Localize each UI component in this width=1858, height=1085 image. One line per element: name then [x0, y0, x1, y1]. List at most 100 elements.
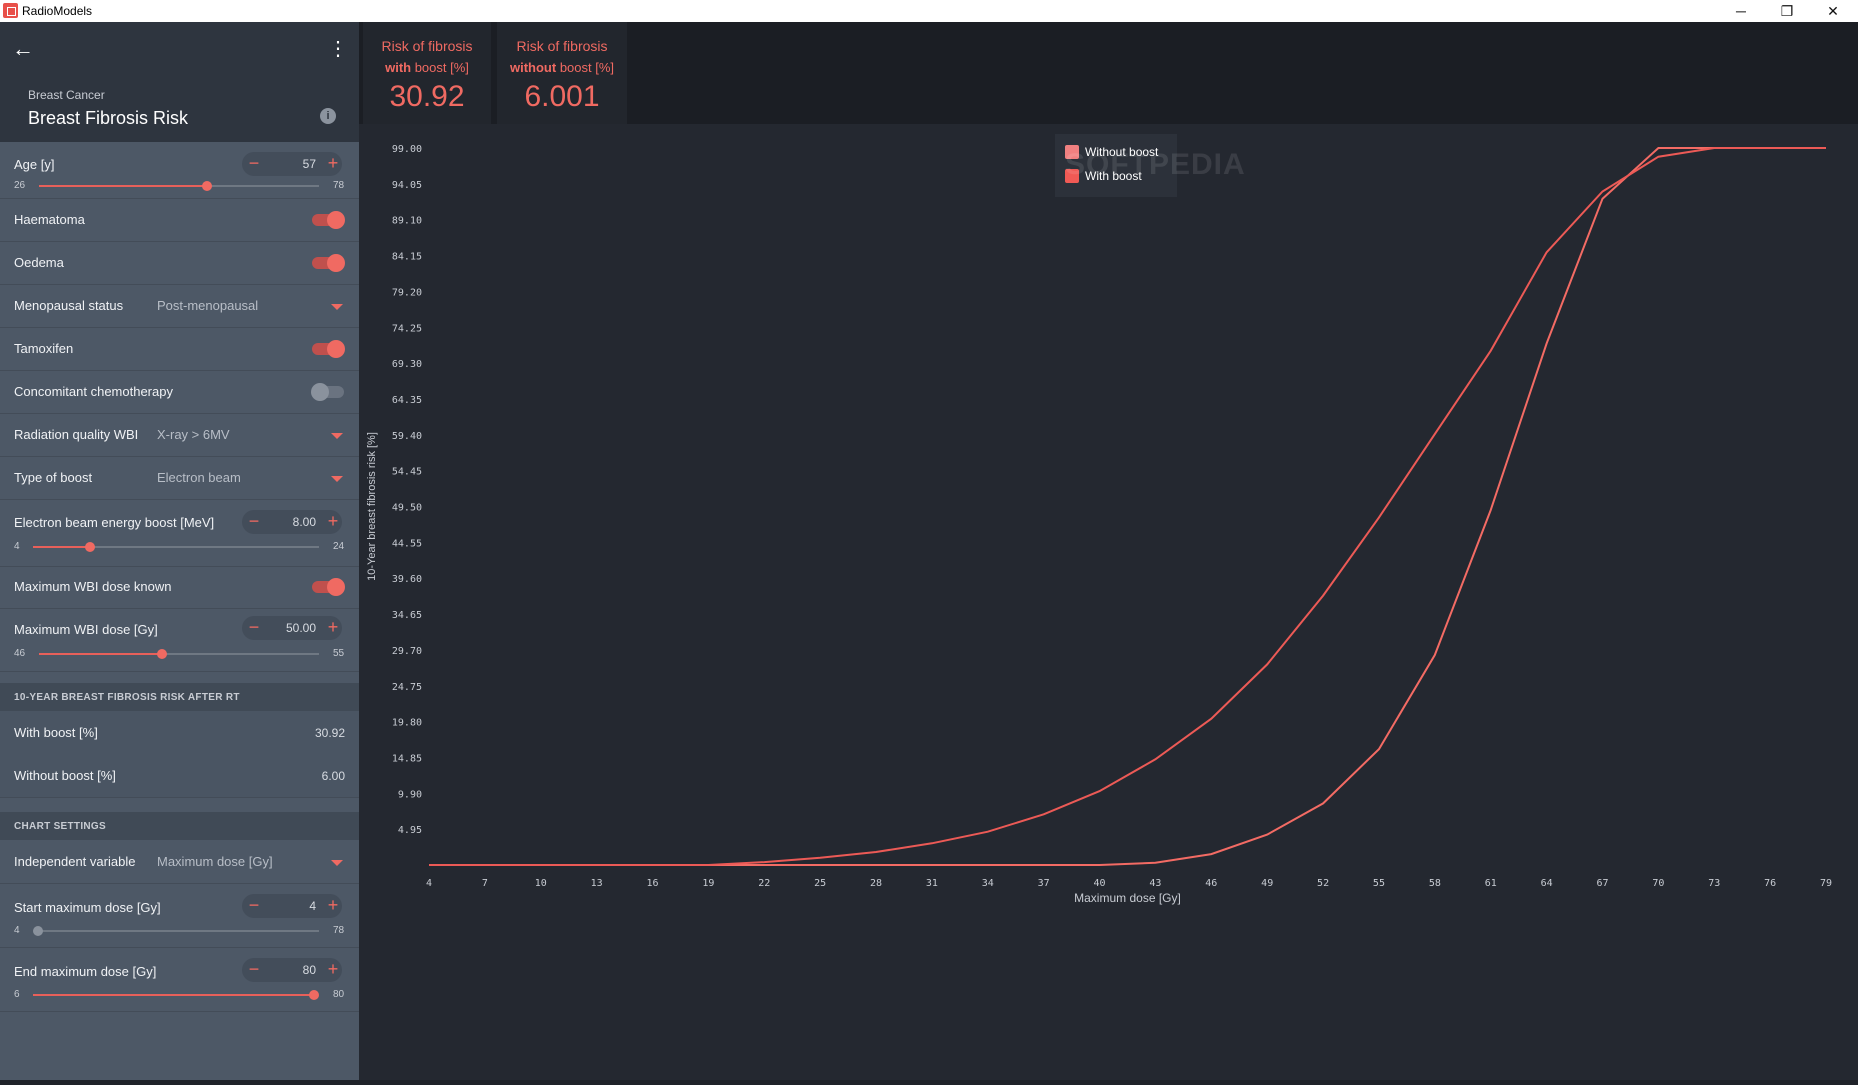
independent-variable-row[interactable]: Independent variable Maximum dose [Gy]: [0, 840, 359, 884]
start-dose-slider-thumb[interactable]: [33, 926, 43, 936]
card-without-boost-title: Risk of fibrosis: [516, 38, 608, 54]
x-tick-label: 43: [1149, 878, 1161, 889]
age-slider[interactable]: [39, 181, 319, 191]
tamoxifen-toggle[interactable]: [312, 340, 345, 358]
risk-chart: 99.00 94.05 89.10 84.15 79.20 74.25 69.30 64.35…: [366, 144, 1832, 905]
oedema-toggle[interactable]: [312, 254, 345, 272]
end-dose-control: End maximum dose [Gy] − 80 + 6 80: [0, 947, 359, 1012]
max-wbi-known-toggle[interactable]: [312, 578, 345, 596]
chart-area: 99.00 94.05 89.10 84.15 79.20 74.25 69.30 64.35…: [359, 124, 1858, 1080]
close-button[interactable]: ✕: [1827, 2, 1839, 19]
chevron-down-icon[interactable]: [331, 476, 343, 482]
chevron-down-icon[interactable]: [331, 860, 343, 866]
age-value[interactable]: 57: [302, 157, 316, 171]
age-label: Age [y]: [14, 157, 55, 172]
boost-type-row[interactable]: Type of boost Electron beam: [0, 456, 359, 500]
x-tick-label: 64: [1541, 878, 1553, 889]
max-wbi-dose-increment-button[interactable]: +: [327, 617, 339, 637]
y-tick-label: 4.95: [398, 825, 422, 836]
card-with-boost: Risk of fibrosis with boost [%] 30.92: [363, 22, 491, 124]
end-dose-increment-button[interactable]: +: [327, 959, 339, 979]
card-without-boost: Risk of fibrosis without boost [%] 6.001: [497, 22, 627, 124]
max-wbi-known-label: Maximum WBI dose known: [14, 579, 172, 594]
max-wbi-dose-decrement-button[interactable]: −: [248, 617, 260, 637]
age-increment-button[interactable]: +: [327, 153, 339, 173]
restore-button[interactable]: ❐: [1780, 2, 1794, 19]
start-dose-stepper[interactable]: − 4 +: [242, 894, 342, 918]
start-dose-value[interactable]: 4: [309, 899, 316, 913]
start-dose-slider[interactable]: [33, 926, 319, 936]
x-tick-label: 13: [591, 878, 603, 889]
electron-energy-decrement-button[interactable]: −: [248, 511, 260, 531]
tamoxifen-row: Tamoxifen: [0, 327, 359, 371]
x-tick-label: 34: [982, 878, 994, 889]
haematoma-toggle[interactable]: [312, 211, 345, 229]
x-tick-label: 46: [1205, 878, 1217, 889]
electron-energy-label: Electron beam energy boost [MeV]: [14, 515, 215, 530]
x-tick-label: 25: [814, 878, 826, 889]
max-wbi-dose-value[interactable]: 50.00: [285, 621, 316, 635]
age-decrement-button[interactable]: −: [248, 153, 260, 173]
y-tick-label: 29.70: [392, 646, 422, 657]
max-wbi-known-row: Maximum WBI dose known: [0, 566, 359, 609]
end-dose-slider-thumb[interactable]: [309, 990, 319, 1000]
start-dose-increment-button[interactable]: +: [327, 895, 339, 915]
start-dose-min: 4: [14, 925, 20, 936]
y-axis-label: 10-Year breast fibrosis risk [%]: [366, 432, 378, 581]
max-wbi-dose-stepper[interactable]: − 50.00 +: [242, 616, 342, 640]
x-tick-label: 16: [646, 878, 658, 889]
title-bar: RadioModels ─ ❐ ✕: [0, 0, 1858, 22]
max-wbi-dose-slider-thumb[interactable]: [157, 649, 168, 659]
y-tick-label: 49.50: [392, 503, 422, 514]
end-dose-stepper[interactable]: − 80 +: [242, 958, 342, 982]
electron-energy-slider-thumb[interactable]: [85, 542, 96, 552]
y-tick-label: 79.20: [392, 287, 422, 298]
start-dose-decrement-button[interactable]: −: [248, 895, 260, 915]
x-tick-label: 58: [1429, 878, 1441, 889]
x-tick-label: 76: [1764, 878, 1776, 889]
y-tick-label: 24.75: [392, 682, 422, 693]
max-wbi-dose-slider[interactable]: [39, 649, 319, 659]
chevron-down-icon[interactable]: [331, 304, 343, 310]
window-title: RadioModels: [22, 4, 93, 18]
y-tick-label: 74.25: [392, 323, 422, 334]
end-dose-min: 6: [14, 989, 20, 1000]
back-arrow-icon[interactable]: ←: [12, 36, 34, 61]
minimize-button[interactable]: ─: [1736, 3, 1746, 19]
menopausal-select[interactable]: Post-menopausal: [157, 298, 259, 313]
watermark: SOFTPEDIA: [1065, 148, 1246, 181]
series-line-without-boost: [429, 147, 1826, 866]
chevron-down-icon[interactable]: [331, 433, 343, 439]
electron-energy-slider[interactable]: [33, 542, 319, 552]
chart-settings-title: CHART SETTINGS: [14, 821, 106, 832]
age-slider-thumb[interactable]: [202, 181, 212, 191]
boost-type-select[interactable]: Electron beam: [157, 470, 241, 485]
radiation-quality-select[interactable]: X-ray > 6MV: [157, 427, 230, 442]
end-dose-decrement-button[interactable]: −: [248, 959, 260, 979]
x-tick-label: 31: [926, 878, 938, 889]
info-icon[interactable]: i: [320, 108, 336, 124]
chemo-toggle[interactable]: [311, 383, 344, 401]
age-stepper[interactable]: − 57 +: [242, 152, 342, 176]
start-dose-max: 78: [333, 925, 345, 936]
end-dose-max: 80: [333, 989, 345, 1000]
end-dose-value[interactable]: 80: [302, 963, 316, 977]
electron-energy-max: 24: [333, 541, 345, 552]
y-tick-label: 34.65: [392, 610, 422, 621]
with-boost-row: With boost [%] 30.92: [0, 711, 359, 755]
independent-variable-select[interactable]: Maximum dose [Gy]: [157, 854, 273, 869]
card-with-boost-title: Risk of fibrosis: [381, 38, 473, 54]
card-with-boost-subtitle: with boost [%]: [385, 60, 469, 75]
x-tick-label: 40: [1094, 878, 1106, 889]
x-tick-label: 70: [1652, 878, 1664, 889]
electron-energy-value[interactable]: 8.00: [292, 515, 316, 529]
x-tick-label: 22: [758, 878, 770, 889]
electron-energy-increment-button[interactable]: +: [327, 511, 339, 531]
menopausal-row[interactable]: Menopausal status Post-menopausal: [0, 284, 359, 328]
without-boost-row: Without boost [%] 6.00: [0, 754, 359, 798]
x-tick-label: 7: [482, 878, 488, 889]
end-dose-slider[interactable]: [33, 990, 319, 1000]
more-options-icon[interactable]: ⋮: [328, 38, 348, 60]
electron-energy-stepper[interactable]: − 8.00 +: [242, 510, 342, 534]
radiation-quality-row[interactable]: Radiation quality WBI X-ray > 6MV: [0, 413, 359, 457]
